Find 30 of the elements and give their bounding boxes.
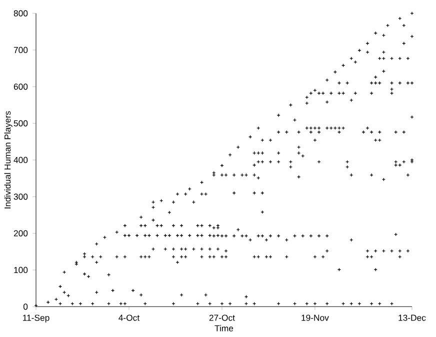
point <box>123 224 127 228</box>
point <box>176 192 180 196</box>
point <box>333 70 337 74</box>
y-tick-label: 500 <box>14 120 28 126</box>
point <box>220 164 224 168</box>
x-axis-title: Time <box>214 324 234 332</box>
x-tick-label: 13-Dec <box>398 314 426 321</box>
y-tick-label: 300 <box>14 193 28 200</box>
point <box>82 252 86 256</box>
y-tick-label: 100 <box>14 266 28 273</box>
point <box>288 103 293 107</box>
x-tick-label: 11-Sep <box>23 314 50 322</box>
x-tick-label: 19-Nov <box>302 314 329 321</box>
point <box>188 187 192 191</box>
point <box>313 88 317 92</box>
y-tick-label: 800 <box>14 10 28 16</box>
point <box>410 11 414 15</box>
point <box>358 48 362 52</box>
point <box>366 41 370 46</box>
x-tick-label: 4-Oct <box>118 314 140 321</box>
y-axis-title: Individual Human Players <box>4 111 12 208</box>
y-tick-label: 700 <box>14 46 28 53</box>
y-tick-label: 200 <box>14 230 28 236</box>
y-tick-label: 600 <box>14 83 28 90</box>
point <box>398 16 402 20</box>
y-tick-label: 0 <box>23 303 28 310</box>
point <box>228 152 232 156</box>
y-tick-label: 400 <box>14 156 28 163</box>
x-tick-label: 27-Oct <box>209 314 235 321</box>
point <box>325 78 329 82</box>
